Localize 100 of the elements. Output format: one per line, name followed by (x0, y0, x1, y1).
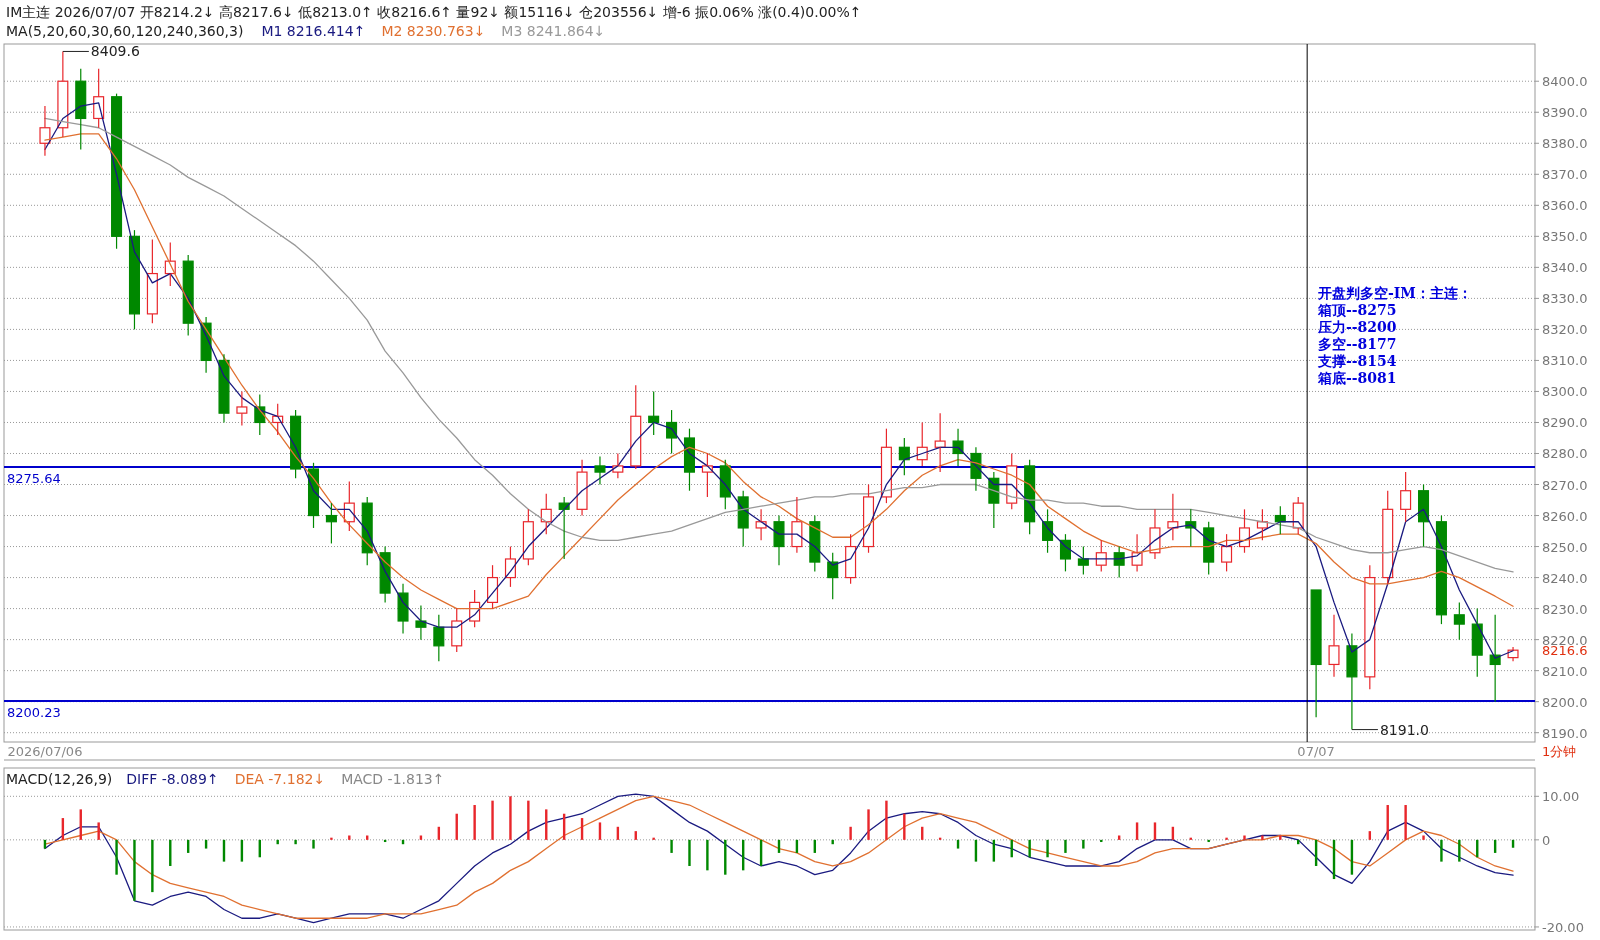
candlestick (1167, 493, 1179, 541)
candlestick (576, 459, 588, 517)
bar (652, 837, 655, 840)
y-tick-label: 10.00 (1542, 789, 1580, 805)
candlestick (1131, 533, 1143, 572)
y-tick-label: 8370.0 (1542, 167, 1588, 183)
text: DIFF -8.089↑ (126, 771, 219, 787)
bar (688, 839, 691, 866)
ref-line-label: 8275.64 (7, 471, 61, 487)
bar (849, 826, 852, 840)
candlestick (952, 428, 964, 467)
bar (276, 839, 279, 845)
bar (133, 839, 136, 901)
bar (885, 800, 888, 840)
annotation: 8191.0 (1379, 721, 1429, 738)
bar (97, 822, 100, 840)
candlestick (791, 496, 803, 554)
text: M2 8230.763↓ (381, 23, 486, 39)
annotation: 压力--8200 (1317, 319, 1397, 335)
bar (903, 813, 906, 840)
bar (1279, 835, 1282, 840)
y-tick-label: 8390.0 (1542, 105, 1588, 121)
candlestick (236, 390, 248, 427)
candlestick (57, 50, 69, 138)
candlestick (397, 583, 409, 635)
annotation: 多空--8177 (1318, 336, 1397, 352)
candlestick (612, 452, 624, 479)
y-tick-label: 8250.0 (1542, 539, 1588, 555)
y-tick-label: 8280.0 (1542, 446, 1588, 462)
bar (473, 805, 476, 840)
bar (1458, 839, 1461, 862)
candlestick (1507, 646, 1519, 662)
y-tick-label: 8200.0 (1542, 694, 1588, 710)
candlestick (1328, 614, 1340, 678)
chart-title: IM主连 2026/07/07 开8214.2↓ 高8217.6↓ 低8213.0↑ 收8216.6↑ 量92↓ 额15116↓ 仓203556↓ 增-6 振0.06% 涨(0.4)0.00%↑ (6, 4, 862, 20)
y-tick-label: -20.00 (1542, 919, 1584, 935)
bar (1261, 835, 1264, 840)
y-tick-label: 8340.0 (1542, 260, 1588, 276)
y-tick-label: 8210.0 (1542, 663, 1588, 679)
bar (867, 809, 870, 840)
bar (330, 837, 333, 840)
bar (1243, 835, 1246, 840)
y-tick-label: 8240.0 (1542, 570, 1588, 586)
bar (1422, 835, 1425, 840)
bar (1082, 839, 1085, 849)
bar (1064, 839, 1067, 853)
bar (491, 800, 494, 840)
bar (1440, 839, 1443, 862)
y-tick-label: 8350.0 (1542, 229, 1588, 245)
y-tick-label: 8360.0 (1542, 198, 1588, 214)
y-tick-label: 8310.0 (1542, 353, 1588, 369)
x-tick-label: 2026/07/06 (7, 744, 83, 759)
ref-line-label: 8200.23 (7, 704, 61, 720)
bar (294, 839, 297, 845)
bar (670, 839, 673, 853)
text: M1 8216.414↑ (261, 23, 366, 39)
chart-subtitle: MA(5,20,60,30,60,120,240,360,3) (6, 23, 244, 39)
bar (1404, 805, 1407, 840)
candlestick (415, 604, 427, 641)
candlestick (218, 353, 230, 424)
annotation: 箱底--8081 (1317, 370, 1397, 386)
candlestick (773, 514, 785, 566)
y-tick-label: 8230.0 (1542, 601, 1588, 617)
y-tick-label: 0 (1542, 832, 1551, 848)
y-tick-label: 8260.0 (1542, 508, 1588, 524)
text: 8216.6 (1542, 643, 1588, 659)
y-tick-label: 8320.0 (1542, 322, 1588, 338)
annotation: 支撑--8154 (1317, 353, 1397, 369)
annotation: 8409.6 (90, 43, 140, 60)
y-tick-label: 8330.0 (1542, 291, 1588, 307)
candlestick (594, 456, 606, 486)
y-tick-label: 8400.0 (1542, 74, 1588, 90)
candlestick (39, 105, 51, 157)
candlestick (970, 446, 982, 492)
bar (1046, 839, 1049, 858)
bar (115, 839, 118, 875)
text: M3 8241.864↓ (501, 23, 606, 39)
y-tick-label: 8300.0 (1542, 384, 1588, 400)
y-tick-label: 8270.0 (1542, 477, 1588, 493)
bar (151, 839, 154, 893)
bar (1207, 839, 1210, 843)
annotation: 箱顶--8275 (1317, 302, 1397, 318)
bar (312, 839, 315, 849)
candlestick (934, 412, 946, 473)
chart-title: MACD(12,26,9) (6, 771, 113, 787)
text: MACD -1.813↑ (341, 771, 445, 787)
y-tick-label: 8290.0 (1542, 415, 1588, 431)
text: DEA -7.182↓ (234, 771, 326, 787)
bar (1028, 839, 1031, 858)
bar (1225, 837, 1228, 840)
bar (706, 839, 709, 871)
text: 1分钟 (1542, 744, 1577, 759)
annotation: 开盘判多空-IM：主连： (1317, 285, 1472, 301)
bar (509, 796, 512, 840)
bar (527, 800, 530, 840)
candlestick (1346, 632, 1358, 731)
y-tick-label: 8380.0 (1542, 136, 1588, 152)
bar (348, 835, 351, 840)
x-tick-label: 07/07 (1297, 744, 1335, 759)
y-tick-label: 8190.0 (1542, 725, 1588, 741)
